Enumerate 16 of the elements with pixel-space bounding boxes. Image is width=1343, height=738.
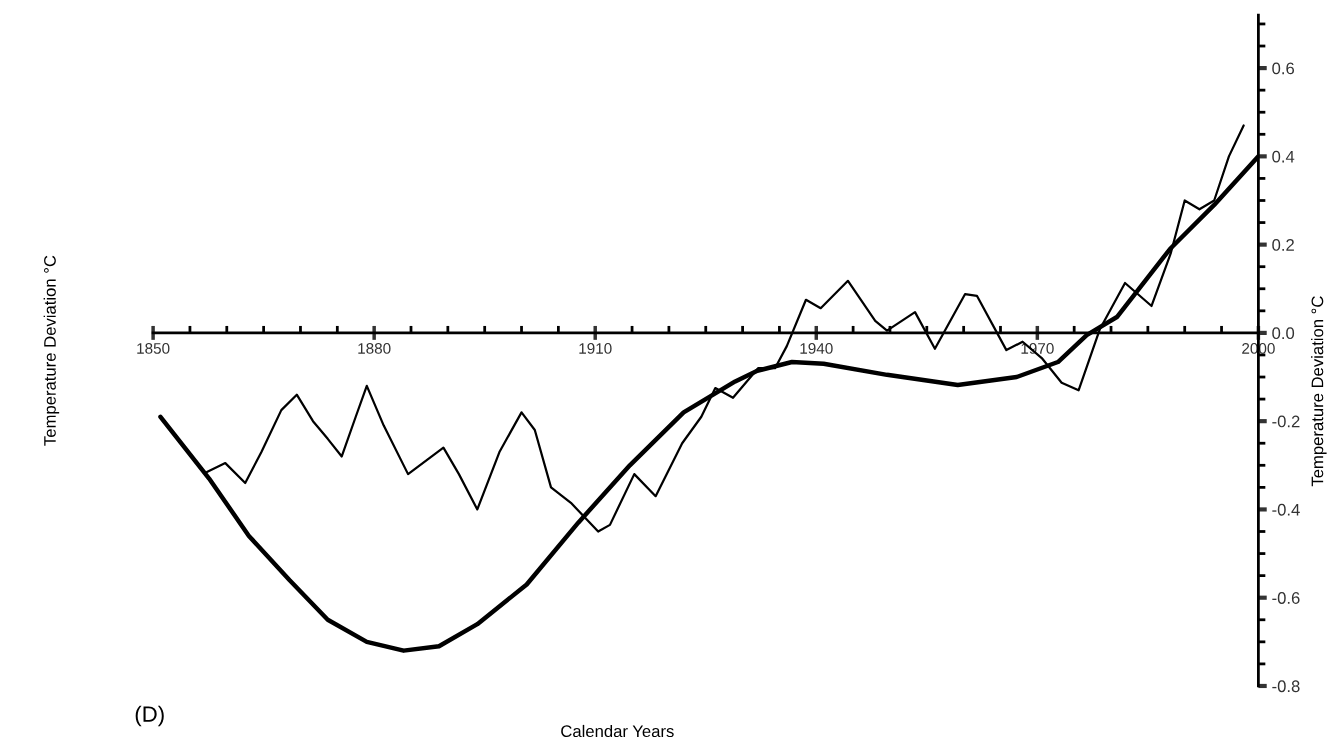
y2-axis-title: Temperature Deviation °C bbox=[1311, 296, 1327, 487]
x-tick-label: 1850 bbox=[137, 343, 170, 354]
x-tick-label: 1910 bbox=[579, 343, 612, 354]
text: (D) bbox=[135, 705, 164, 727]
y-tick-label: -0.6 bbox=[1272, 592, 1300, 604]
y-tick-label: -0.4 bbox=[1272, 503, 1300, 516]
y-tick-label: 0.0 bbox=[1272, 327, 1295, 340]
y-tick-label: 0.4 bbox=[1272, 150, 1295, 163]
y-tick-label: -0.2 bbox=[1272, 415, 1300, 428]
x-axis-title: Calendar Years bbox=[561, 724, 674, 738]
y-tick-label: 0.2 bbox=[1272, 239, 1294, 251]
x-tick-label: 1940 bbox=[800, 343, 833, 354]
y-tick-label: -0.8 bbox=[1272, 680, 1300, 693]
y-tick-label: 0.6 bbox=[1272, 62, 1295, 75]
x-tick-label: 1880 bbox=[358, 343, 391, 354]
y-axis-title: Temperature Deviation °C bbox=[43, 255, 60, 446]
